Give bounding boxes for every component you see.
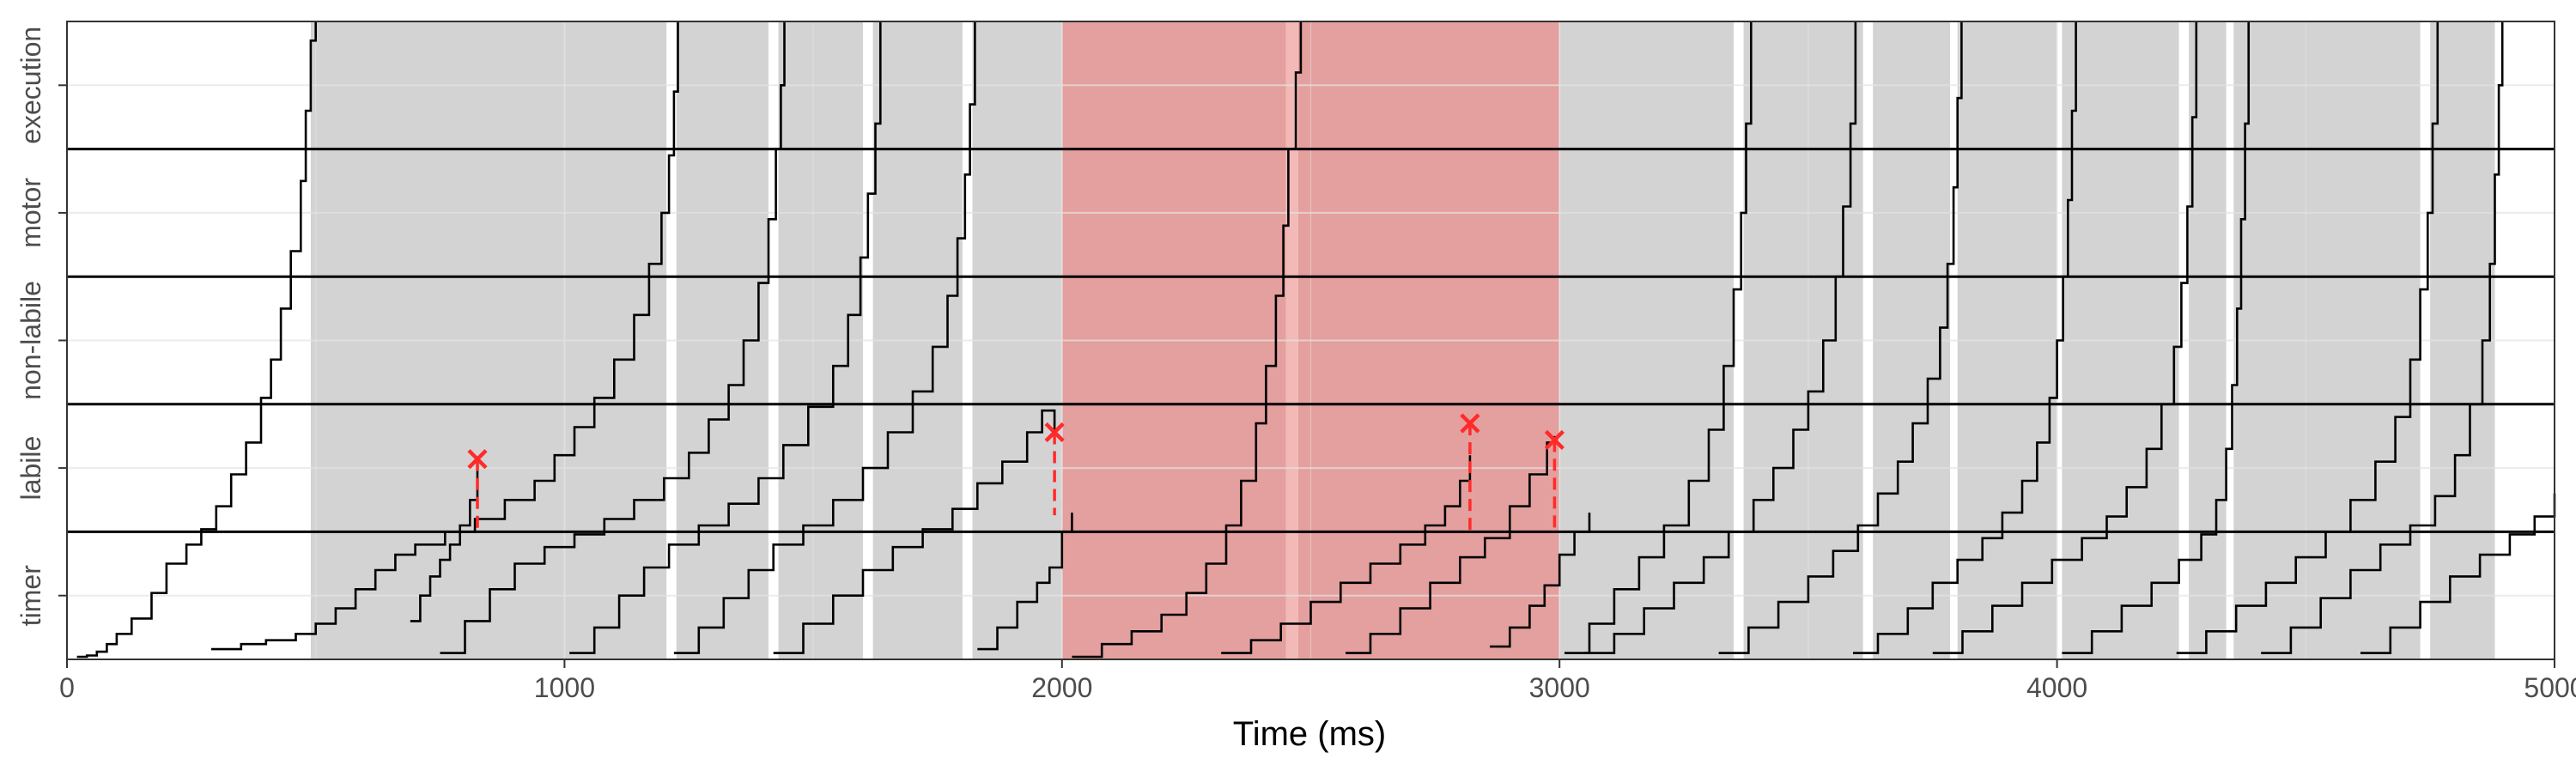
tick-labels: 0 1000 2000 3000 4000 5000 timer labile non-labi… bbox=[15, 27, 2576, 703]
series-line-19 bbox=[2261, 21, 2504, 654]
series-line-6 bbox=[773, 409, 1056, 654]
y-tick-label-0: timer bbox=[15, 565, 46, 626]
series-line-8 bbox=[1072, 21, 1303, 659]
series-line-17 bbox=[2062, 21, 2250, 654]
x-axis-title: Time (ms) bbox=[1233, 715, 1386, 753]
series-line-15 bbox=[1853, 21, 2077, 654]
marker-x-3-b bbox=[1544, 429, 1564, 450]
series-line-12 bbox=[1564, 21, 1753, 654]
y-tick-label-3: motor bbox=[15, 178, 46, 248]
marker-x-2-b bbox=[1460, 413, 1480, 434]
row-dividers bbox=[67, 148, 2555, 533]
series-line-14 bbox=[1718, 21, 1963, 654]
series-line-16 bbox=[1932, 21, 2198, 654]
series-line-9 bbox=[1221, 455, 1472, 654]
marker-x-1 bbox=[1044, 422, 1065, 443]
series-line-18 bbox=[2176, 21, 2439, 654]
series-line-2 bbox=[410, 461, 479, 622]
x-tick-label-1: 1000 bbox=[534, 672, 595, 703]
series-line-0 bbox=[76, 21, 317, 659]
y-tick-label-1: labile bbox=[15, 436, 46, 501]
markers-layer bbox=[467, 413, 1564, 532]
x-tick-label-4: 4000 bbox=[2026, 672, 2087, 703]
marker-x-0 bbox=[467, 449, 488, 470]
series-layer bbox=[76, 21, 2556, 659]
marker-x-2 bbox=[1460, 413, 1480, 434]
x-tick-label-5: 5000 bbox=[2524, 672, 2576, 703]
y-tick-label-2: non-labile bbox=[15, 281, 46, 400]
series-line-7 bbox=[977, 513, 1073, 651]
marker-x-0-b bbox=[467, 449, 488, 470]
x-tick-label-3: 3000 bbox=[1529, 672, 1590, 703]
series-line-5 bbox=[673, 21, 976, 654]
series-line-10 bbox=[1346, 435, 1556, 654]
series-line-3 bbox=[440, 21, 786, 654]
x-tick-label-2: 2000 bbox=[1031, 672, 1092, 703]
series-line-20 bbox=[2360, 493, 2556, 654]
x-tick-label-0: 0 bbox=[59, 672, 75, 703]
y-tick-label-4: execution bbox=[15, 27, 46, 144]
series-line-4 bbox=[569, 21, 882, 654]
series-line-1 bbox=[211, 21, 679, 651]
series-line-13 bbox=[1584, 21, 1857, 654]
marker-x-1-b bbox=[1044, 422, 1065, 443]
series-line-11 bbox=[1490, 513, 1591, 648]
marker-x-3 bbox=[1544, 429, 1564, 450]
axes bbox=[58, 21, 2555, 668]
